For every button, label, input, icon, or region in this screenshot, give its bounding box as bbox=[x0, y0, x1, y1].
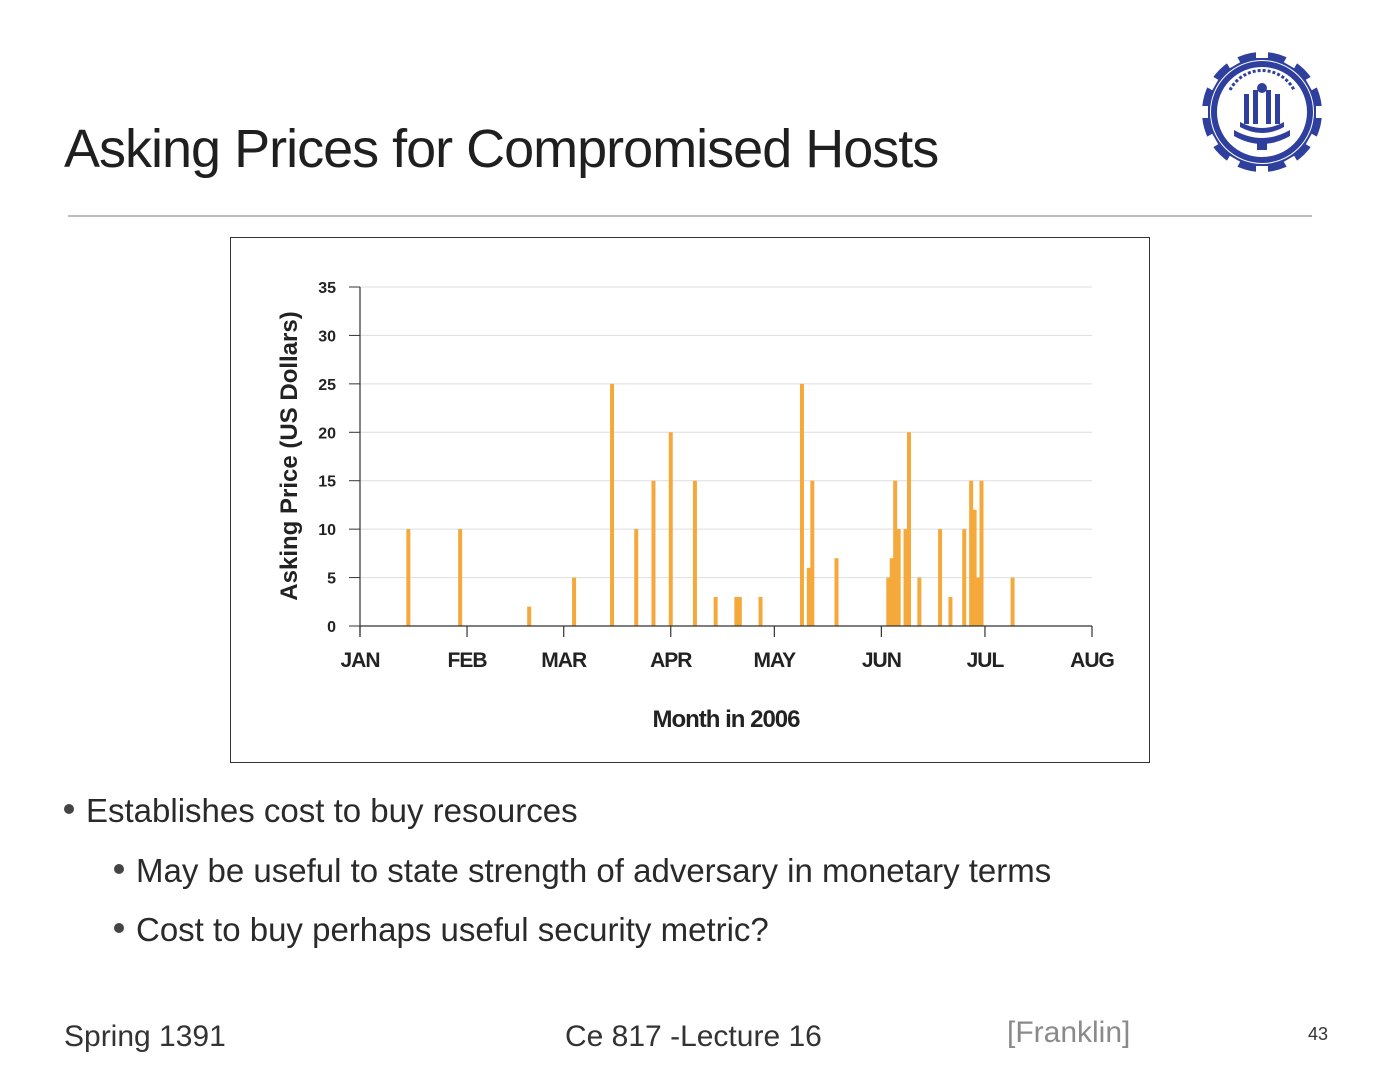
bullet-icon bbox=[114, 923, 124, 934]
bar bbox=[962, 529, 967, 626]
slide-title: Asking Prices for Compromised Hosts bbox=[64, 119, 939, 179]
y-tick-label: 15 bbox=[318, 474, 336, 491]
bar bbox=[810, 480, 815, 626]
bullet-icon bbox=[64, 804, 74, 815]
x-tick-label: AUG bbox=[1070, 649, 1114, 672]
sub-bullet-item: May be useful to state strength of adver… bbox=[114, 852, 1051, 890]
x-tick-label: MAR bbox=[541, 649, 587, 672]
y-tick-label: 5 bbox=[327, 571, 336, 588]
y-tick-label: 10 bbox=[318, 522, 336, 539]
bar bbox=[799, 383, 804, 626]
bar bbox=[907, 432, 911, 626]
x-tick-label: JAN bbox=[340, 649, 379, 672]
bullet-text: Establishes cost to buy resources bbox=[86, 792, 578, 829]
bar bbox=[458, 529, 463, 626]
bar bbox=[692, 480, 697, 626]
bar bbox=[734, 596, 739, 626]
bar bbox=[972, 509, 977, 626]
page-number: 43 bbox=[1308, 1024, 1329, 1044]
bullet-text: May be useful to state strength of adver… bbox=[136, 852, 1052, 889]
bar bbox=[948, 596, 953, 626]
y-tick-label: 35 bbox=[318, 280, 336, 297]
bar bbox=[758, 596, 763, 626]
bar bbox=[527, 606, 532, 626]
bar bbox=[896, 529, 901, 626]
bar bbox=[903, 529, 908, 626]
bullet-icon bbox=[114, 864, 124, 875]
bar bbox=[651, 480, 656, 626]
footer-citation: [Franklin] bbox=[1007, 1016, 1131, 1049]
x-axis-label: Month in 2006 bbox=[652, 706, 800, 733]
x-tick-label: MAY bbox=[753, 649, 796, 672]
bullet-item: Establishes cost to buy resources bbox=[64, 792, 578, 830]
bar bbox=[406, 529, 411, 626]
asking-price-bar-chart: 0 5 10 15 20 25 30 35 JAN FEB MAR APR MAY JUN JUL AUG A… bbox=[276, 280, 1115, 733]
bar bbox=[806, 567, 811, 626]
bar bbox=[976, 577, 981, 626]
bar bbox=[834, 558, 839, 626]
y-tick-label: 0 bbox=[327, 619, 336, 636]
bar bbox=[886, 577, 891, 626]
y-tick-label: 30 bbox=[318, 328, 336, 345]
footer-term: Spring 1391 bbox=[64, 1020, 226, 1053]
bullet-text: Cost to buy perhaps useful security metr… bbox=[136, 911, 769, 948]
x-tick-label: APR bbox=[650, 649, 692, 672]
bar bbox=[610, 383, 615, 626]
bars bbox=[406, 383, 1015, 626]
bar bbox=[713, 596, 718, 626]
bar bbox=[634, 529, 639, 626]
x-tick-label: FEB bbox=[448, 649, 488, 672]
bar bbox=[893, 480, 898, 626]
bar bbox=[917, 577, 922, 626]
y-axis-label: Asking Price (US Dollars) bbox=[276, 311, 303, 600]
sub-bullet-item: Cost to buy perhaps useful security metr… bbox=[114, 911, 769, 949]
sharif-university-logo-icon bbox=[1200, 50, 1324, 174]
bar bbox=[572, 577, 577, 626]
chart-frame: 0 5 10 15 20 25 30 35 JAN FEB MAR APR MAY JUN JUL AUG A… bbox=[230, 237, 1150, 763]
title-divider bbox=[68, 215, 1312, 217]
axes: 0 5 10 15 20 25 30 35 JAN FEB MAR APR MAY JUN JUL AUG bbox=[318, 280, 1115, 672]
x-tick-label: JUL bbox=[967, 649, 1005, 672]
bar bbox=[969, 480, 974, 626]
footer-course: Ce 817 -Lecture 16 bbox=[565, 1020, 822, 1053]
y-tick-label: 20 bbox=[318, 425, 336, 442]
bar bbox=[1010, 577, 1015, 626]
y-tick-label: 25 bbox=[318, 377, 336, 394]
bar bbox=[668, 432, 673, 626]
bar bbox=[938, 529, 943, 626]
bar bbox=[737, 596, 742, 626]
bar bbox=[889, 558, 894, 626]
bar bbox=[979, 480, 984, 626]
x-tick-label: JUN bbox=[862, 649, 901, 672]
